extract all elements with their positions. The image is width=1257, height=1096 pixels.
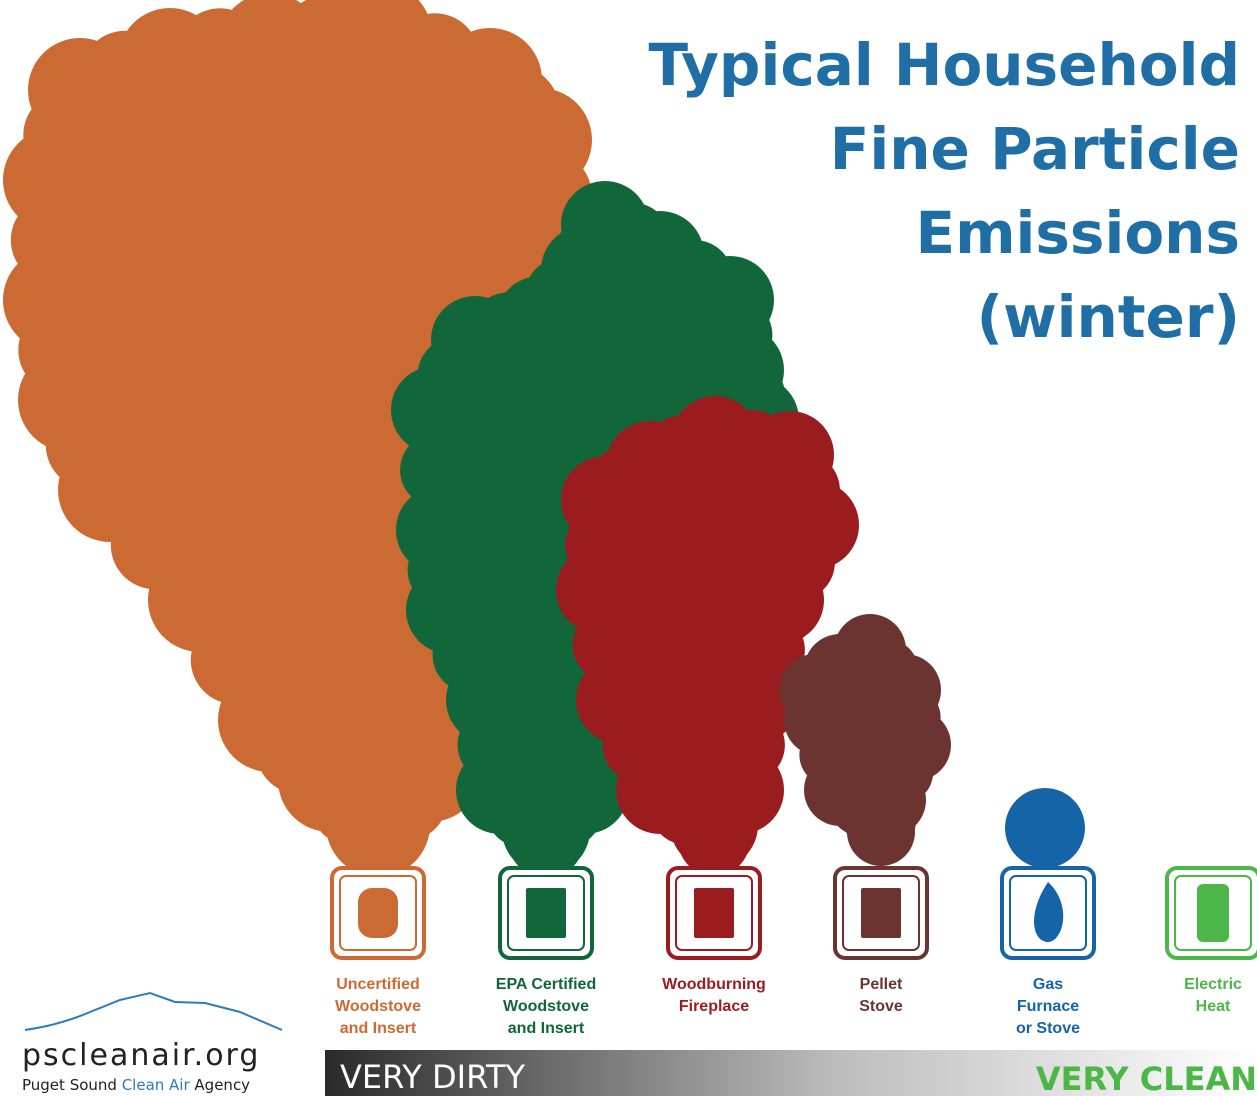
title-line: Emissions — [915, 199, 1240, 267]
item-label: Stove — [859, 998, 903, 1015]
cloud — [779, 614, 951, 866]
logo-site: pscleanair.org — [22, 1038, 260, 1073]
puff — [557, 210, 633, 285]
puff — [396, 486, 484, 574]
icon-glyph — [861, 888, 901, 938]
item-label: Pellet — [860, 976, 903, 993]
puff — [400, 432, 475, 508]
item-label: Furnace — [1017, 998, 1079, 1015]
icon-inner — [1174, 875, 1252, 951]
title-line: Typical Household — [648, 31, 1240, 99]
agency-start: Puget Sound — [22, 1076, 117, 1094]
clouds — [3, 0, 1085, 878]
puff — [23, 90, 112, 180]
icon: Gas Furnace or Stove — [1000, 866, 1096, 1037]
icon-inner — [842, 875, 920, 951]
icon-inner — [507, 875, 585, 951]
item-label: Woodstove — [503, 998, 589, 1015]
icon-glyph — [358, 888, 398, 938]
icon: Uncertified Woodstove and Insert — [330, 866, 426, 1037]
icon-glyph — [526, 888, 566, 938]
puff — [847, 798, 915, 866]
puff — [824, 629, 886, 691]
title-line: Fine Particle — [830, 115, 1240, 183]
item-label: or Stove — [1016, 1020, 1080, 1037]
icon: Woodburning Fireplace — [662, 866, 766, 1015]
icon: EPA Certified Woodstove and Insert — [496, 866, 596, 1037]
item-label: EPA Certified — [496, 976, 596, 993]
logo-mountain — [24, 991, 283, 1031]
puff — [338, 795, 418, 875]
item-label: Electric — [1184, 976, 1242, 993]
item-label: and Insert — [508, 1020, 585, 1037]
icon-inner — [675, 875, 753, 951]
title: Typical Household Fine Particle Emissions (… — [648, 31, 1240, 351]
puff — [645, 415, 720, 490]
puff — [678, 804, 750, 876]
item-label: Heat — [1196, 998, 1231, 1015]
agency-highlight: Clean Air — [122, 1076, 191, 1094]
puff — [1005, 788, 1085, 868]
logo-agency: Puget Sound Clean Air Agency — [22, 1076, 250, 1094]
item-label: Gas — [1033, 976, 1063, 993]
icon-inner — [339, 875, 417, 951]
cloud — [1005, 788, 1085, 868]
icon-glyph — [694, 888, 734, 938]
scale-bar — [325, 1050, 1257, 1096]
agency-end: Agency — [194, 1076, 250, 1094]
icon-glyph — [1034, 882, 1064, 942]
item-label: Uncertified — [336, 976, 420, 993]
icon: Electric Heat — [1165, 866, 1257, 1015]
icon-inner — [1009, 875, 1087, 951]
icon: Pellet Stove — [833, 866, 929, 1015]
item-label: Woodstove — [335, 998, 421, 1015]
scale-left: VERY DIRTY — [340, 1058, 526, 1096]
cloud — [556, 396, 859, 876]
item-label: Woodburning — [662, 976, 766, 993]
puff — [508, 802, 584, 878]
title-line: (winter) — [977, 283, 1240, 351]
item-label: Fireplace — [679, 998, 749, 1015]
icon-glyph — [1197, 884, 1229, 942]
scale-right: VERY CLEAN — [1036, 1060, 1257, 1096]
item-label: and Insert — [340, 1020, 417, 1037]
